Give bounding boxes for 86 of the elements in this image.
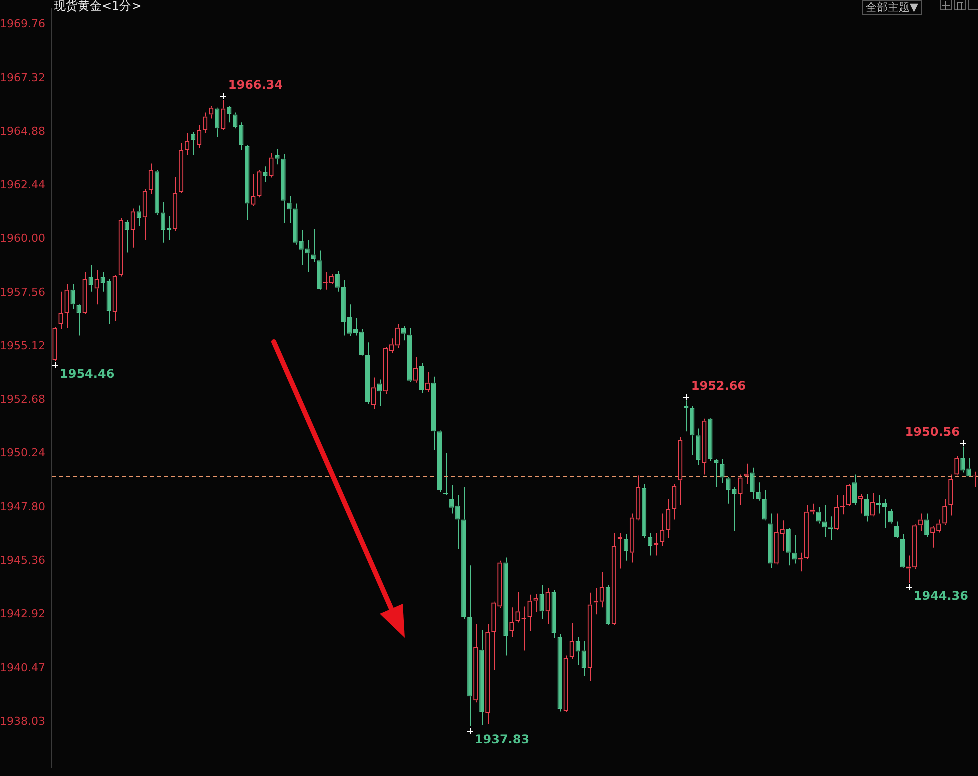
candlestick	[582, 640, 586, 677]
candlestick	[726, 477, 731, 504]
candlestick	[966, 457, 972, 478]
candlestick	[437, 430, 442, 493]
candlestick	[100, 272, 106, 292]
candlestick	[215, 107, 220, 138]
y-tick-label: 1955.12	[0, 339, 46, 352]
candlestick	[335, 270, 340, 292]
candlestick	[894, 521, 900, 539]
candlestick	[106, 278, 112, 325]
candlestick	[552, 590, 556, 639]
annotation: 1966.34	[228, 78, 284, 92]
candlestick	[88, 264, 94, 292]
candlestick	[606, 584, 611, 626]
candlestick	[864, 494, 870, 522]
y-tick-label: 1947.80	[0, 500, 46, 514]
candlestick	[786, 528, 791, 566]
candlestick	[239, 122, 244, 151]
annotation: 1937.83	[474, 732, 530, 747]
candlestick	[900, 534, 906, 570]
candlestick	[377, 379, 382, 407]
y-tick-label: 1964.88	[0, 124, 46, 138]
candlestick	[227, 105, 232, 124]
candlestick	[576, 636, 580, 666]
candlestick	[756, 482, 761, 502]
candlestick	[450, 484, 454, 514]
candlestick	[852, 474, 858, 506]
candlestick	[124, 220, 130, 254]
candlestick	[136, 205, 142, 227]
candlestick	[365, 342, 370, 405]
candlestick	[696, 428, 701, 466]
candlestick	[558, 634, 562, 712]
candlestick	[407, 328, 412, 383]
annotation: 全部主题▼	[862, 0, 922, 15]
candlestick	[275, 148, 280, 166]
y-tick-label: 1950.24	[0, 446, 46, 460]
candlestick	[456, 494, 460, 550]
candlestick	[762, 490, 767, 522]
candlestick	[299, 230, 304, 266]
y-tick-label: 1942.92	[0, 608, 46, 621]
candlestick	[720, 458, 725, 484]
candlestick	[708, 417, 713, 462]
annotation: 1950.56	[905, 424, 960, 439]
candlestick	[76, 304, 82, 336]
candlestick	[822, 504, 828, 538]
annotation: 1952.66	[691, 378, 746, 393]
candlestick	[642, 484, 647, 539]
y-tick-label: 1952.68	[0, 393, 46, 406]
candlestick	[70, 283, 76, 310]
candlestick	[690, 406, 695, 456]
candlestick	[341, 279, 346, 336]
candlestick	[401, 326, 406, 342]
candlestick	[768, 513, 773, 570]
candlestick	[305, 240, 310, 273]
chart-title: 现货黄金<1分>	[54, 0, 142, 15]
candlestick	[263, 166, 268, 183]
y-tick-label: 1969.76	[0, 18, 46, 31]
candlestick	[462, 486, 466, 620]
y-tick-label: 1962.44	[0, 178, 46, 192]
candlestick	[419, 362, 424, 394]
candlestick	[750, 467, 755, 500]
y-tick-label: 1945.36	[0, 554, 46, 567]
candlestick	[624, 534, 629, 562]
candlestick	[468, 565, 472, 728]
candlestick	[317, 250, 322, 290]
candlestick	[431, 376, 436, 451]
y-tick-label: 1967.32	[0, 71, 46, 84]
candlestick	[732, 486, 737, 532]
candlestick	[924, 513, 930, 538]
candlestick	[714, 458, 719, 488]
candlestick	[281, 154, 286, 224]
candlestick	[287, 196, 292, 224]
candlestick	[293, 203, 298, 246]
candlestick	[245, 144, 250, 221]
candlestick	[480, 630, 484, 726]
y-tick-label: 1940.47	[0, 661, 46, 674]
y-tick-label: 1960.00	[0, 232, 46, 246]
candlestick	[504, 557, 508, 656]
candlestick	[347, 304, 352, 337]
candlestick	[540, 584, 544, 620]
y-tick-label: 1938.03	[0, 714, 46, 728]
candlestick	[311, 228, 316, 263]
annotation: 1944.36	[914, 589, 969, 604]
candlestick	[888, 508, 894, 524]
y-tick-label: 1957.56	[0, 286, 46, 299]
annotation: 1954.46	[60, 367, 115, 382]
